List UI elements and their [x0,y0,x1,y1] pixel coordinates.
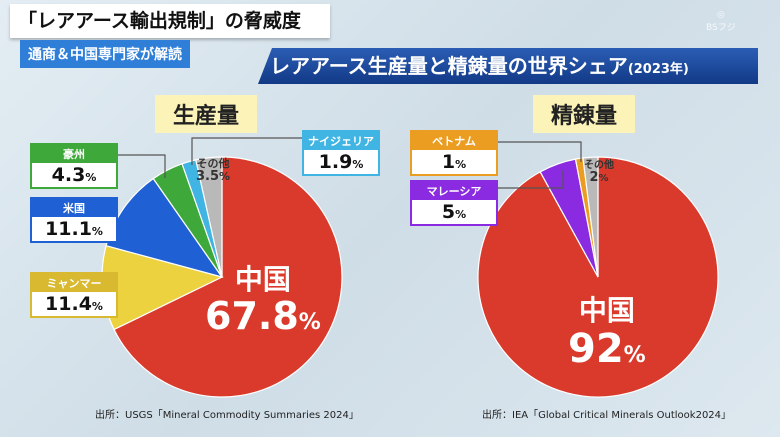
label-china-refining: 中国 92% [568,294,646,372]
label-malaysia: マレーシア 5% [410,180,498,226]
pie-slice-0 [113,156,343,398]
leader-nigeria [191,137,302,165]
broadcaster-logo: ◎ BSフジ [706,10,736,33]
label-usa: 米国 11.1% [30,197,118,243]
pie-0 [101,156,343,398]
label-other-refining: その他 2% [584,160,614,185]
pie-slice-5 [195,156,223,278]
chart-title: レアアース生産量と精錬量の世界シェア(2023年) [258,48,758,84]
label-vietnam: ベトナム 1% [410,130,498,176]
label-nigeria: ナイジェリア 1.9% [302,130,380,176]
label-myanmar: ミャンマー 11.4% [30,272,118,318]
source-refining: 出所：IEA「Global Critical Minerals Outlook2… [482,410,732,421]
source-production: 出所：USGS「Mineral Commodity Summaries 2024… [95,410,359,421]
leader-lines [118,137,582,189]
refining-title: 精錬量 [533,95,636,133]
label-australia: 豪州 4.3% [30,143,118,189]
pie-slice-3 [582,156,599,278]
leader-malaysia [496,170,564,189]
label-other-production: その他 3.5% [196,157,231,184]
subheadline: 通商＆中国専門家が解読 [20,40,190,68]
production-title: 生産量 [155,95,258,133]
headline: 「レアアース輸出規制」の脅威度 [10,4,330,38]
label-china-production: 中国 67.8% [205,263,321,338]
leader-vietnam [495,141,582,162]
leader-australia [118,154,166,178]
